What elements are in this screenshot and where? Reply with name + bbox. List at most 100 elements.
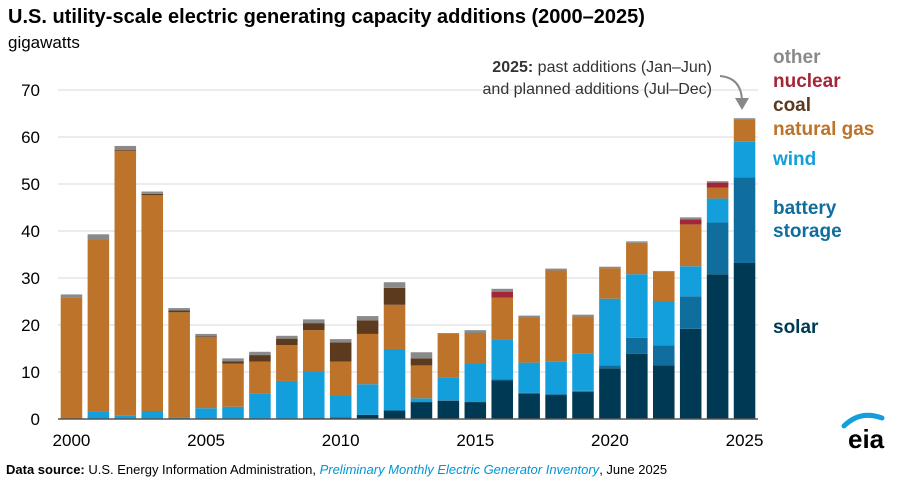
source-text-1: U.S. Energy Information Administration, (84, 462, 320, 477)
bar-natural-gas-2005 (195, 337, 217, 409)
bar-coal-2005 (195, 336, 217, 338)
bar-other-2015 (464, 330, 487, 333)
bar-wind-2001 (87, 411, 110, 419)
bar-coal-2006 (222, 361, 244, 364)
bar-other-2011 (356, 316, 379, 321)
y-tick-label: 40 (21, 222, 40, 241)
bar-solar-2024 (706, 274, 729, 419)
bar-wind-2002 (114, 415, 137, 419)
bar-wind-2021 (626, 274, 648, 338)
annotation-line1: past additions (Jan–Jun) (533, 59, 712, 76)
y-tick-label: 10 (21, 363, 40, 382)
bar-natural-gas-2010 (329, 361, 352, 396)
bar-wind-2020 (599, 298, 621, 366)
bar-natural-gas-2009 (303, 330, 325, 372)
bar-wind-2016 (491, 339, 513, 380)
bar-other-2002 (114, 145, 137, 150)
y-tick-label: 60 (21, 128, 40, 147)
bar-nuclear-2024 (706, 182, 729, 188)
bar-wind-2025 (733, 141, 756, 178)
bar-other-2020 (599, 266, 621, 269)
bar-coal-2003 (141, 193, 163, 196)
source-label: Data source: (6, 462, 85, 477)
bar-wind-2007 (249, 393, 271, 419)
bar-solar-2012 (383, 410, 406, 419)
legend-coal: coal (773, 95, 812, 116)
bar-wind-2005 (195, 408, 217, 419)
bar-other-2023 (679, 217, 702, 220)
bar-solar-2011 (356, 414, 379, 419)
bar-battery-storage-2021 (626, 337, 648, 354)
eia-logo-swoosh-icon (841, 412, 885, 429)
bar-other-2016 (491, 288, 513, 292)
annotation: 2025: past additions (Jan–Jun) and plann… (420, 57, 712, 101)
bar-natural-gas-2014 (437, 333, 460, 378)
bar-natural-gas-2020 (599, 268, 621, 299)
x-tick-labels: 2000 2005 2010 2015 2020 2025 (53, 431, 764, 450)
bar-other-2008 (276, 335, 298, 339)
bar-wind-2004 (168, 417, 190, 419)
y-tick-label: 70 (21, 81, 40, 100)
bar-natural-gas-2007 (249, 361, 271, 394)
bar-battery-storage-2023 (679, 296, 702, 329)
bar-battery-storage-2017 (518, 392, 540, 394)
bar-natural-gas-2011 (356, 333, 379, 385)
bar-other-2017 (518, 315, 540, 318)
bar-natural-gas-2003 (141, 195, 163, 412)
bar-wind-2015 (464, 363, 487, 402)
y-tick-labels: 0 10 20 30 40 50 60 70 (21, 81, 40, 429)
bar-other-2012 (383, 282, 406, 288)
bar-other-2021 (626, 241, 648, 243)
bar-other-2018 (545, 268, 567, 271)
bar-wind-2006 (222, 406, 244, 419)
bar-natural-gas-2006 (222, 363, 244, 407)
eia-logo-text: eia (848, 424, 885, 454)
annotation-line2: and planned additions (Jul–Dec) (482, 81, 712, 98)
bar-solar-2025 (733, 262, 756, 419)
bar-wind-2023 (679, 266, 702, 297)
bar-coal-2004 (168, 310, 190, 313)
bars (60, 118, 756, 419)
annotation-arrowhead (735, 98, 749, 110)
bar-natural-gas-2024 (706, 187, 729, 199)
bar-coal-2008 (276, 338, 298, 346)
bar-other-2014 (437, 332, 460, 334)
bar-natural-gas-2012 (383, 304, 406, 349)
bar-other-2019 (572, 314, 594, 317)
bar-coal-2013 (410, 358, 433, 366)
bar-natural-gas-2008 (276, 345, 298, 381)
legend-battery: battery storage (773, 198, 842, 242)
bar-natural-gas-2001 (87, 239, 110, 412)
x-tick-label: 2015 (456, 431, 494, 450)
bar-other-2025 (733, 118, 756, 120)
legend-solar: solar (773, 317, 819, 338)
x-tick-label: 2000 (53, 431, 91, 450)
bar-solar-2017 (518, 393, 540, 419)
bar-battery-storage-2016 (491, 379, 513, 381)
bar-wind-2024 (706, 198, 729, 223)
bar-other-2007 (249, 351, 271, 356)
bar-coal-2009 (303, 323, 325, 331)
bar-natural-gas-2002 (114, 150, 137, 416)
bar-other-2005 (195, 333, 217, 337)
bar-natural-gas-2022 (653, 271, 675, 302)
bar-wind-2018 (545, 361, 567, 395)
x-tick-label: 2025 (726, 431, 764, 450)
bar-natural-gas-2023 (679, 224, 702, 267)
bar-other-2000 (60, 294, 83, 298)
y-tick-label: 20 (21, 316, 40, 335)
bar-wind-2008 (276, 380, 298, 419)
bar-solar-2020 (599, 368, 621, 419)
bar-battery-storage-2024 (706, 222, 729, 275)
bar-battery-storage-2022 (653, 345, 675, 366)
bar-nuclear-2016 (491, 291, 513, 298)
y-tick-label: 30 (21, 269, 40, 288)
bar-other-2024 (706, 181, 729, 183)
bar-other-2013 (410, 352, 433, 359)
bar-solar-2022 (653, 365, 675, 419)
bar-other-2001 (87, 234, 110, 240)
bar-coal-2010 (329, 342, 352, 362)
bar-natural-gas-2021 (626, 242, 648, 275)
bar-other-2006 (222, 358, 244, 362)
